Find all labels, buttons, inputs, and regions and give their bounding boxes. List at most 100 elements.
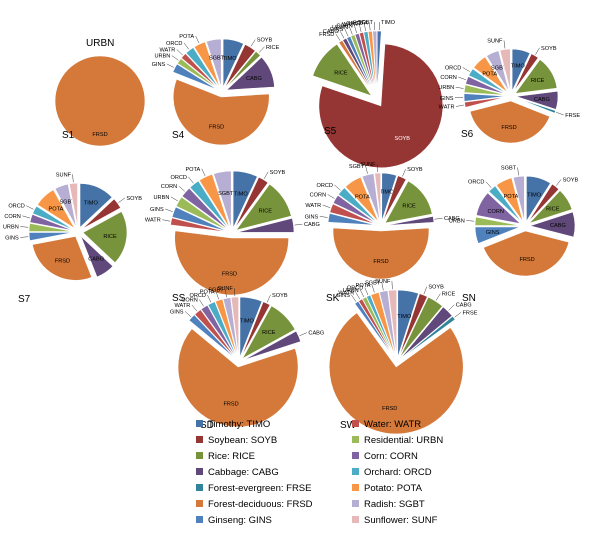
slice-label: GINS xyxy=(170,309,184,315)
slice-label: POTA xyxy=(185,167,200,173)
panel-tag: S7 xyxy=(18,294,31,305)
leader-line xyxy=(334,184,341,191)
slice-sd-orcd xyxy=(207,301,238,358)
slice-label: GINS xyxy=(5,235,19,241)
slice-label: ORCD xyxy=(468,180,484,186)
slice-s5-gins xyxy=(346,35,375,94)
leader-line xyxy=(344,28,349,37)
slice-label: RICE xyxy=(531,78,545,84)
leader-line xyxy=(118,197,126,203)
slice-label: SUNF xyxy=(56,172,72,178)
leader-line xyxy=(355,292,361,300)
legend-label: Ginseng: GINS xyxy=(208,515,272,526)
slice-label: ORCD xyxy=(445,65,461,71)
pie-s7: TIMO SOYB RICE CABG FRSD GINS URBN CORN ORCD POTA… xyxy=(3,172,142,305)
slice-label: GINS xyxy=(486,230,500,236)
slice-label: ORCD xyxy=(170,175,186,181)
leader-line xyxy=(455,104,464,107)
slice-label: SGBT xyxy=(209,56,225,62)
legend-item-timo: Timothy: TIMO xyxy=(196,419,270,430)
slice-label: CORN xyxy=(4,214,20,220)
leader-line xyxy=(266,294,271,303)
slice-s6-pota xyxy=(473,56,508,93)
slice-s5-soyb xyxy=(318,43,444,169)
slice-sk-orcd xyxy=(337,187,378,223)
slice-s4-timo xyxy=(222,38,244,88)
slice-s6-orcd xyxy=(468,68,507,94)
slice-label: FRSD xyxy=(92,132,107,138)
leader-line xyxy=(72,174,74,183)
pie-sd: TIMO SOYB RICE CABG FRSD GINSWATRCORNORCDPOTA… xyxy=(170,286,324,431)
slice-label: FRSE xyxy=(463,310,478,316)
slice-sn-rice xyxy=(529,190,573,224)
legend-item-frse: Forest-evergreen: FRSE xyxy=(196,483,311,494)
slice-label: CORN xyxy=(181,298,197,304)
legend-item-corn: Corn: CORN xyxy=(352,451,418,462)
leader-line xyxy=(178,185,185,192)
legend-label: Radish: SGBT xyxy=(364,499,425,510)
slice-s4-frsd xyxy=(172,78,270,146)
slice-s7-pota xyxy=(37,189,75,229)
slice-label: SOYB xyxy=(126,196,142,202)
leader-line xyxy=(340,31,345,39)
slice-s5-sgbt xyxy=(372,30,378,94)
slice-sn-cabg xyxy=(528,211,576,238)
slice-s7-gins xyxy=(28,232,74,242)
legend-swatch xyxy=(352,452,359,459)
legend-item-gins: Ginseng: GINS xyxy=(196,515,272,526)
slice-s6-urbn xyxy=(463,84,507,96)
slice-label: FRSD xyxy=(223,401,238,407)
slice-label: TIMO xyxy=(381,20,396,26)
slice-label: FRSD xyxy=(55,258,70,264)
slice-s6-sunf xyxy=(499,48,511,92)
slice-s7-urbn xyxy=(28,222,74,232)
slice-label: RICE xyxy=(262,330,276,336)
slice-label: SGBT xyxy=(349,164,365,170)
legend-swatch xyxy=(352,468,359,475)
leader-line xyxy=(535,47,540,55)
slice-label: SOYB xyxy=(428,285,444,291)
leader-line xyxy=(183,42,190,50)
leader-line xyxy=(250,39,256,47)
slice-label: SOYB xyxy=(394,136,410,142)
slice-s7-soyb xyxy=(81,198,122,230)
slice-label: ORCD xyxy=(190,293,206,299)
slice-label: ORCD xyxy=(166,41,182,47)
slice-sn-gins xyxy=(474,226,521,244)
panel-tag: SW xyxy=(340,420,357,431)
leader-line xyxy=(207,294,212,303)
legend-swatch xyxy=(352,420,359,427)
slice-label: CORN xyxy=(440,75,456,81)
slice-label: FRSE xyxy=(565,113,580,119)
slice-label: SUNF xyxy=(218,286,234,292)
slice-sw-urbn xyxy=(362,296,396,358)
leader-line xyxy=(485,181,492,188)
pie-s5: TIMO SOYB RICE FRSDCABGGINSURBNCORNWATRORCD… xyxy=(312,20,444,169)
slice-label: CORN xyxy=(487,209,503,215)
slice-label: CABG xyxy=(534,97,550,103)
slice-label: SGBT xyxy=(491,66,507,72)
legend-swatch xyxy=(196,516,203,523)
slice-sw-sgbt xyxy=(379,290,397,358)
slice-sk-pota xyxy=(345,176,379,222)
panel-tag: S1 xyxy=(62,130,75,141)
slice-s7-timo xyxy=(79,183,113,229)
pie-sn: TIMO SOYB RICE CABG FRSD GINS URBN CORN ORCD POTA… xyxy=(449,165,579,304)
slice-sn-pota xyxy=(496,177,524,222)
slice-label: SOYB xyxy=(407,167,423,173)
slice-label: SGBT xyxy=(208,287,224,293)
leader-line xyxy=(391,281,393,290)
legend-label: Corn: CORN xyxy=(364,451,418,462)
legend-item-soyb: Soybean: SOYB xyxy=(196,435,277,446)
slice-label: FRSD xyxy=(373,259,388,265)
slice-sk-soyb xyxy=(382,175,407,222)
legend-swatch xyxy=(196,420,203,427)
slice-sk-watr xyxy=(329,203,377,225)
slice-label: POTA xyxy=(200,290,215,296)
leader-line xyxy=(195,35,200,44)
leader-line xyxy=(224,289,227,298)
legend-swatch xyxy=(352,484,359,491)
legend-swatch xyxy=(196,436,203,443)
slice-ss-soyb xyxy=(234,176,269,229)
